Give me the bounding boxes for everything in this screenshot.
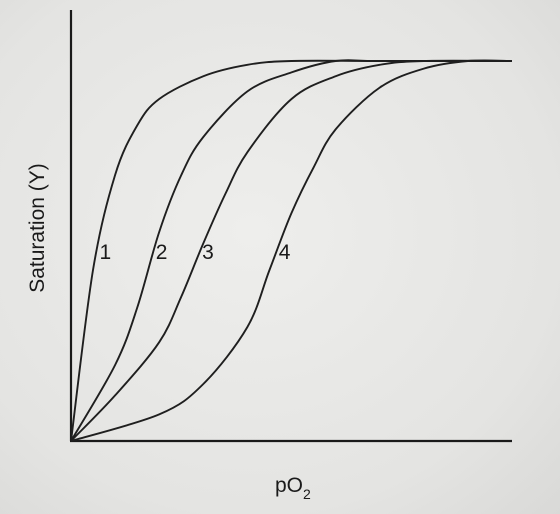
y-axis-label: Saturation (Y) (26, 163, 49, 293)
series-layer (70, 59, 513, 442)
curve-label-layer: 1 2 3 4 (100, 241, 291, 264)
series-4-label: 4 (279, 241, 291, 264)
x-axis-label: pO2 (275, 474, 311, 502)
series-3-curve (70, 59, 513, 442)
series-1-curve (70, 59, 512, 442)
series-2-label: 2 (156, 241, 168, 264)
series-4-curve (70, 59, 513, 442)
x-axis-label-subscript: 2 (303, 486, 311, 502)
x-axis-label-main: pO (275, 474, 303, 497)
series-2-curve (70, 59, 512, 442)
series-1-label: 1 (100, 241, 112, 264)
series-3-label: 3 (202, 241, 214, 264)
